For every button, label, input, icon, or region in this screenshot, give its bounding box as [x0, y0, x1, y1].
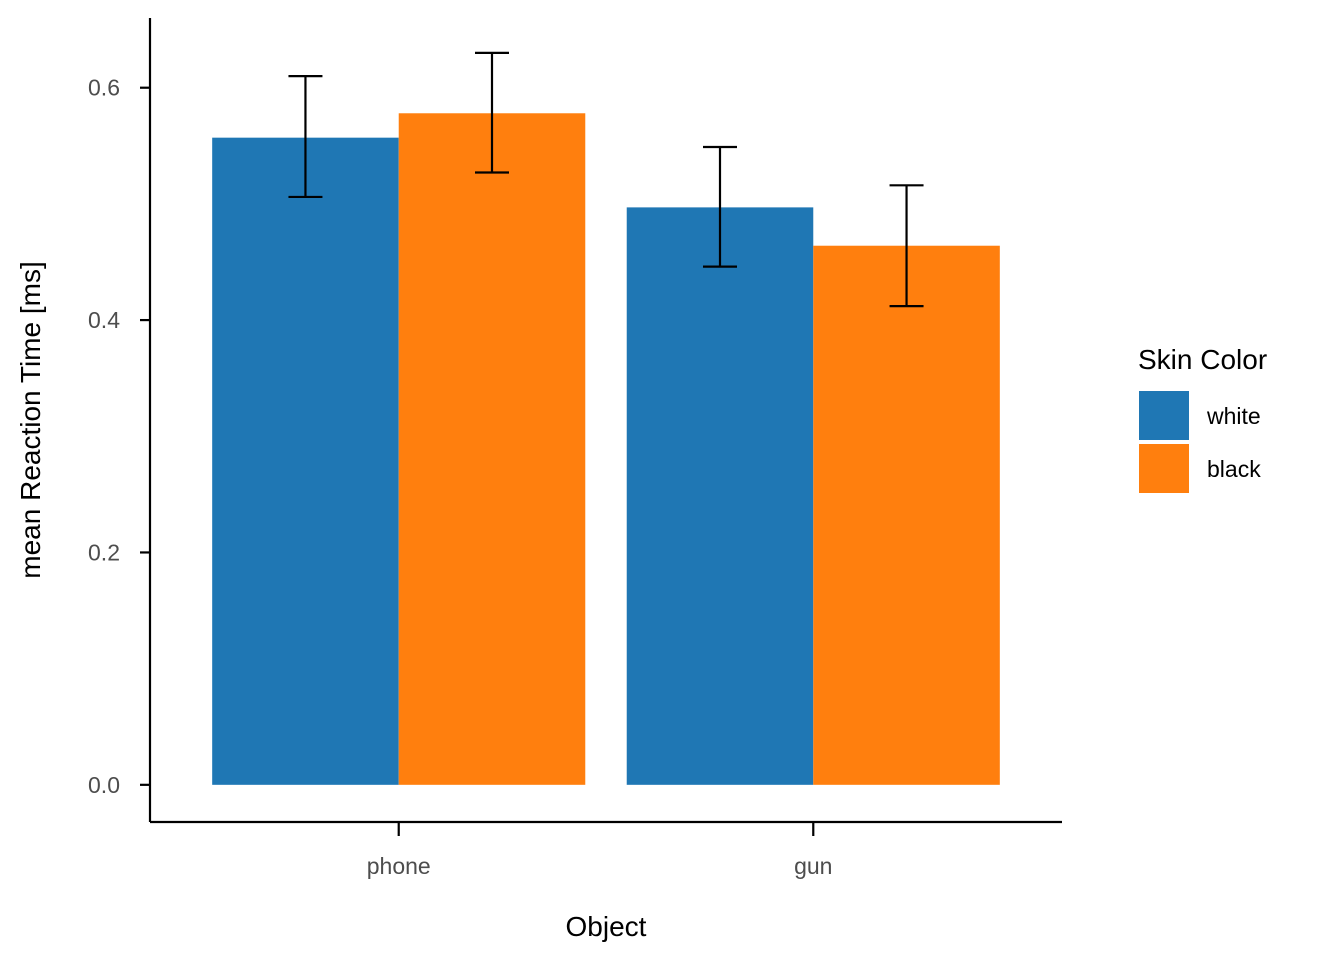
x-tick-label-gun: gun: [794, 853, 832, 879]
bar-black-gun: [813, 245, 1000, 785]
y-axis-ticks: 0.0 0.2 0.4 0.6: [88, 75, 150, 798]
x-tick-label-phone: phone: [367, 853, 431, 879]
bars-layer: [212, 113, 1000, 785]
bar-white-phone: [212, 137, 399, 785]
y-tick-label: 0.6: [88, 75, 120, 101]
legend-label-white: white: [1206, 403, 1261, 429]
x-axis-title: Object: [566, 911, 647, 942]
legend-title: Skin Color: [1138, 344, 1267, 375]
y-tick-label: 0.2: [88, 539, 120, 565]
error-bars-layer: [288, 51, 924, 308]
legend-items: white black: [1139, 391, 1261, 493]
y-axis-title: mean Reaction Time [ms]: [15, 261, 46, 578]
y-tick-label: 0.0: [88, 772, 120, 798]
bar-black-phone: [398, 113, 586, 785]
x-axis-ticks: phone gun: [367, 822, 832, 879]
bar-white-gun: [626, 207, 814, 785]
y-tick-label: 0.4: [88, 307, 120, 333]
legend-label-black: black: [1207, 456, 1261, 482]
legend-swatch-black: [1139, 444, 1189, 493]
legend-swatch-white: [1139, 391, 1189, 440]
legend: Skin Color white black: [1138, 344, 1267, 493]
